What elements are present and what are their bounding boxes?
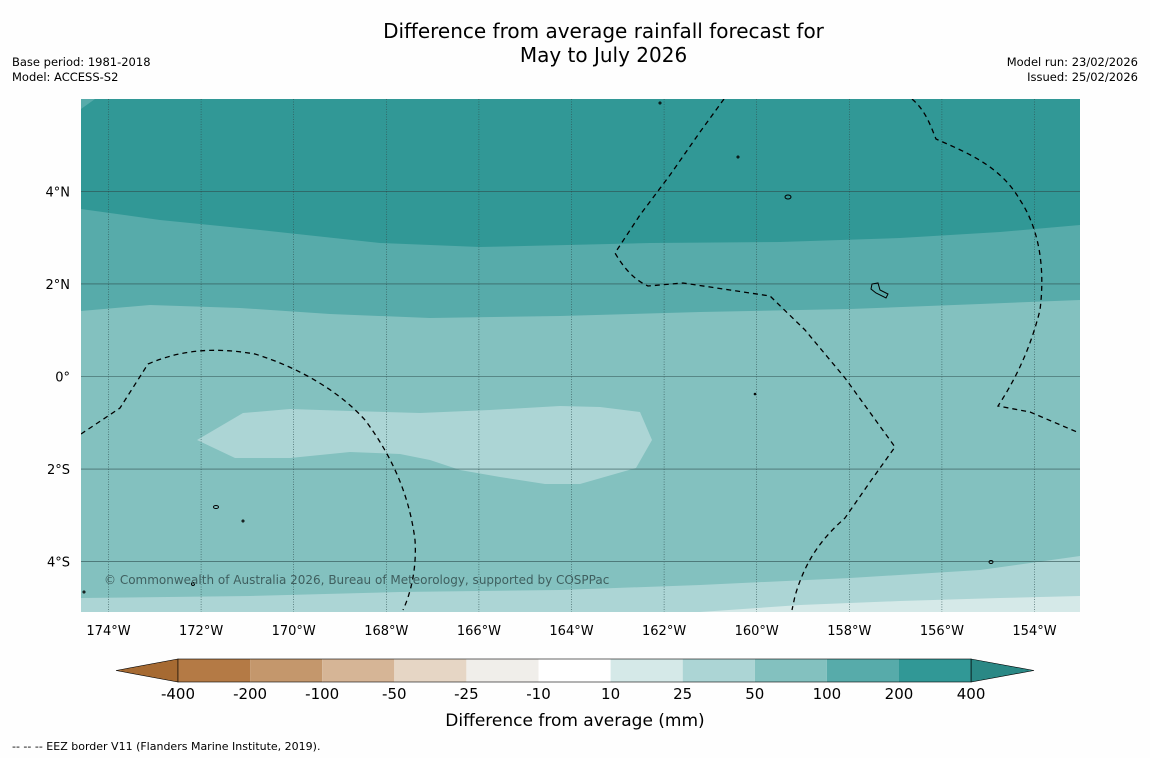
title-line-1: Difference from average rainfall forecas… [383, 19, 824, 43]
model-text: Model: ACCESS-S2 [12, 70, 119, 84]
colorbar-segment [899, 659, 972, 682]
colorbar-tick-label: -100 [305, 685, 339, 703]
colorbar-title: Difference from average (mm) [445, 711, 704, 731]
island-5 [736, 155, 740, 159]
colorbar-border [177, 658, 972, 683]
colorbar-segment [826, 659, 899, 682]
copyright-credit: © Commonwealth of Australia 2026, Bureau… [104, 573, 609, 587]
colorbar-segment [250, 659, 323, 682]
colorbar-tick-label: -10 [526, 685, 551, 703]
band-25-50-patch [197, 406, 652, 484]
island-9 [191, 582, 195, 586]
colorbar-tick-label: 400 [957, 685, 986, 703]
colorbar-segment [610, 659, 683, 682]
lon-tick-label: 170°W [272, 624, 316, 639]
eez-footnote: -- -- -- EEZ border V11 (Flanders Marine… [12, 740, 321, 753]
colorbar-extend-high [970, 658, 1035, 683]
lat-tick-label: 0° [55, 371, 70, 386]
meta-right: Model run: 23/02/2026 Issued: 25/02/2026 [1007, 55, 1138, 85]
model-run-text: Model run: 23/02/2026 [1006, 55, 1138, 69]
forecast-map: © Commonwealth of Australia 2026, Bureau… [46, 99, 1080, 731]
colorbar [115, 658, 1035, 683]
colorbar-segment [466, 659, 539, 682]
island-1 [784, 194, 792, 200]
lon-tick-label: 164°W [549, 624, 593, 639]
lat-tick-label: 2°N [46, 278, 71, 293]
colorbar-segment [322, 659, 395, 682]
band-25-50-south [81, 556, 1080, 612]
lon-tick-label: 154°W [1012, 624, 1056, 639]
lon-tick-label: 158°W [827, 624, 871, 639]
lat-tick-label: 4°N [46, 185, 71, 200]
issued-text: Issued: 25/02/2026 [1027, 70, 1138, 84]
lon-tick-label: 156°W [920, 624, 964, 639]
lon-tick-label: 160°W [735, 624, 779, 639]
island-10 [82, 590, 86, 594]
colorbar-tick-labels: -400 -200 -100 -50 -25 -10 10 25 50 100 200 400 [161, 685, 985, 703]
band-200-400 [81, 99, 1080, 247]
island-4 [241, 519, 245, 523]
island-3 [213, 505, 219, 509]
island-6 [658, 101, 662, 105]
colorbar-tick-label: -200 [233, 685, 267, 703]
colorbar-tick-label: 100 [813, 685, 842, 703]
latitude-tick-labels: 4°N 2°N 0° 2°S 4°S [46, 185, 71, 570]
colorbar-extend-low [115, 658, 179, 683]
colorbar-tick-label: 10 [601, 685, 620, 703]
longitude-tick-labels: 174°W 172°W 170°W 168°W 166°W 164°W 162°W 160°W… [86, 624, 1056, 639]
island-8 [988, 560, 994, 564]
colorbar-tick-label: -400 [161, 685, 195, 703]
colorbar-segment [178, 659, 251, 682]
band-10-25-south [700, 596, 1080, 612]
meta-left: Base period: 1981-2018 Model: ACCESS-S2 [12, 55, 151, 85]
base-period-text: Base period: 1981-2018 [12, 55, 151, 69]
band-200-400-corner [81, 99, 95, 109]
lon-tick-label: 172°W [179, 624, 223, 639]
colorbar-tick-label: -50 [382, 685, 407, 703]
colorbar-tick-label: 50 [745, 685, 764, 703]
chart-title: Difference from average rainfall forecas… [0, 19, 1150, 67]
island-7 [753, 392, 757, 396]
eez-border-west [81, 349, 416, 611]
lon-tick-label: 162°W [642, 624, 686, 639]
lon-tick-label: 174°W [86, 624, 130, 639]
islands [82, 101, 994, 594]
lat-tick-label: 4°S [47, 556, 70, 571]
colorbar-segment [682, 659, 755, 682]
lon-tick-label: 168°W [364, 624, 408, 639]
colorbar-segment [394, 659, 467, 682]
island-2 [870, 282, 889, 299]
colorbar-tick-label: 200 [885, 685, 914, 703]
lat-tick-label: 2°S [47, 463, 70, 478]
title-line-2: May to July 2026 [519, 43, 688, 67]
lon-tick-label: 166°W [457, 624, 501, 639]
eez-borders [81, 99, 1078, 611]
colorbar-segment [754, 659, 827, 682]
colorbar-segment [538, 659, 611, 682]
gridlines [81, 99, 1080, 612]
map-fill-layer [81, 99, 1080, 612]
colorbar-tick-label: 25 [673, 685, 692, 703]
colorbar-tick-label: -25 [454, 685, 479, 703]
